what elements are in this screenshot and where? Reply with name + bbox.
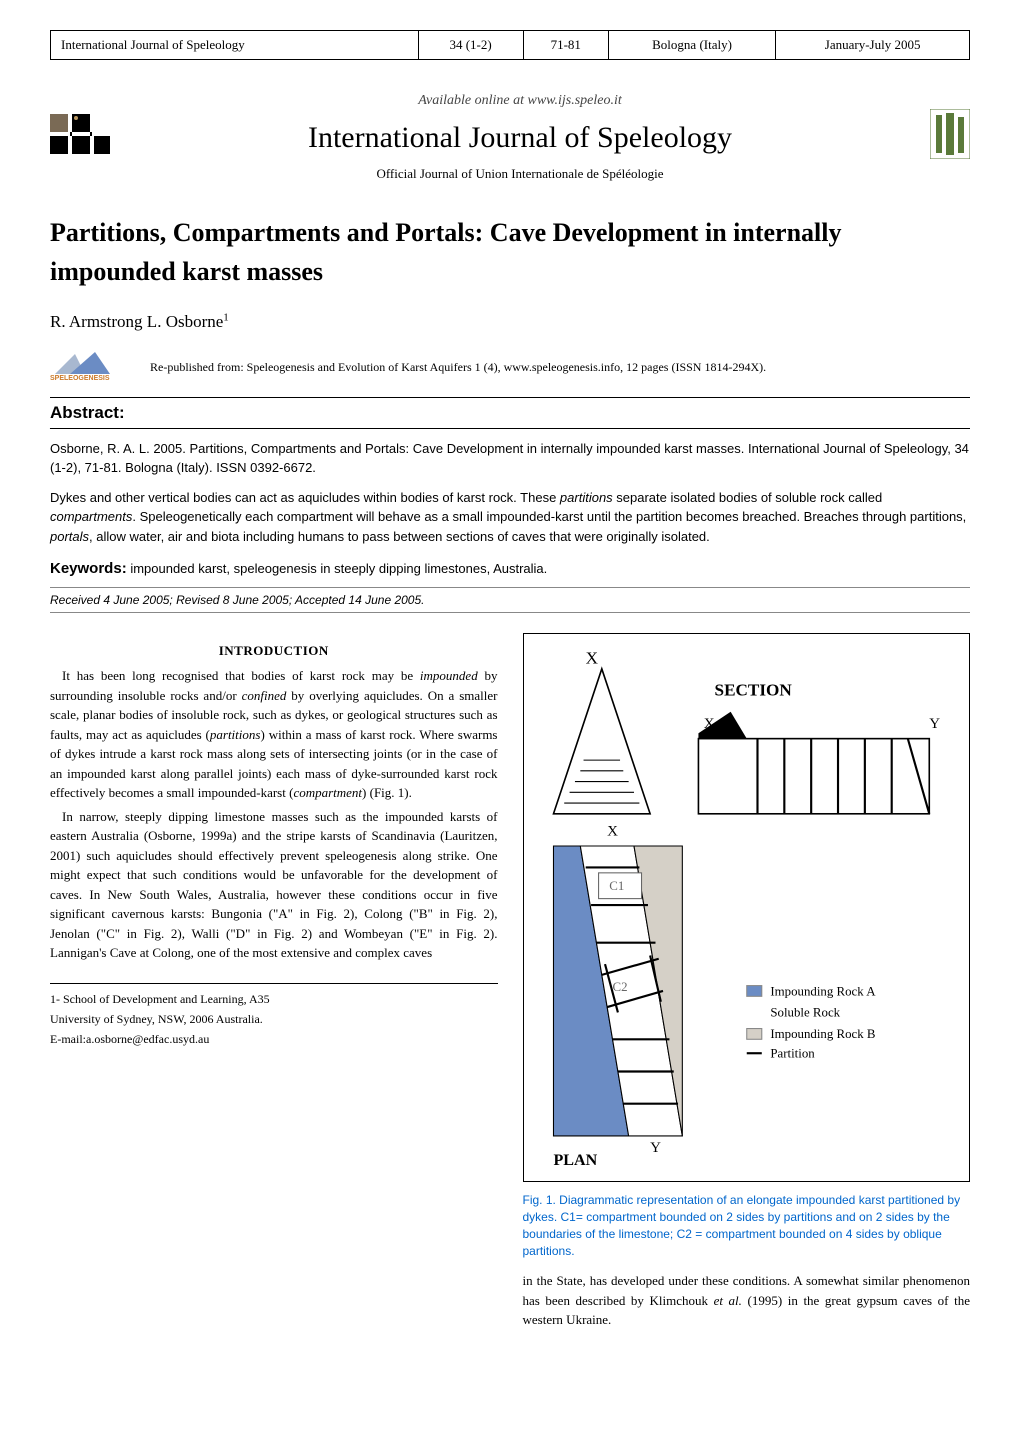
header-vol: 34 (1-2) <box>418 31 523 60</box>
svg-text:Soluble Rock: Soluble Rock <box>770 1005 840 1019</box>
svg-text:SPELEOGENESIS: SPELEOGENESIS <box>50 375 110 380</box>
author-line: R. Armstrong L. Osborne1 <box>50 309 970 335</box>
abstract-citation: Osborne, R. A. L. 2005. Partitions, Comp… <box>50 439 970 478</box>
author-affil-sup: 1 <box>223 311 229 323</box>
received-line: Received 4 June 2005; Revised 8 June 200… <box>50 587 970 613</box>
abstract-heading: Abstract: <box>50 397 970 429</box>
intro-p2: In narrow, steeply dipping limestone mas… <box>50 807 498 963</box>
abstract-body: Osborne, R. A. L. 2005. Partitions, Comp… <box>50 439 970 547</box>
svg-text:X: X <box>607 823 618 839</box>
masthead: Available online at www.ijs.speleo.it In… <box>50 90 970 184</box>
journal-title: International Journal of Speleology <box>130 115 910 160</box>
svg-text:Y: Y <box>929 715 940 731</box>
abstract-text: Dykes and other vertical bodies can act … <box>50 488 970 547</box>
figure-1-caption: Fig. 1. Diagrammatic representation of a… <box>523 1192 971 1259</box>
affiliation-block: 1- School of Development and Learning, A… <box>50 983 498 1048</box>
figure-1: X SECTION X Y <box>523 633 971 1183</box>
affiliation-line-2: University of Sydney, NSW, 2006 Australi… <box>50 1010 498 1028</box>
intro-heading: INTRODUCTION <box>50 641 498 661</box>
uis-logo <box>50 114 110 160</box>
svg-text:X: X <box>585 648 598 667</box>
keywords-line: Keywords: impounded karst, speleogenesis… <box>50 558 970 581</box>
body-columns: INTRODUCTION It has been long recognised… <box>50 633 970 1334</box>
republished-text: Re-published from: Speleogenesis and Evo… <box>150 358 766 376</box>
republished-row: SPELEOGENESIS Re-published from: Speleog… <box>50 350 970 386</box>
affiliation-line-3: E-mail:a.osborne@edfac.usyd.au <box>50 1030 498 1048</box>
header-pages: 71-81 <box>523 31 608 60</box>
svg-text:Impounding Rock B: Impounding Rock B <box>770 1027 875 1041</box>
available-online: Available online at www.ijs.speleo.it <box>130 90 910 111</box>
right-logo <box>930 109 970 165</box>
svg-text:C1: C1 <box>609 879 624 893</box>
keywords-label: Keywords: <box>50 560 127 577</box>
running-header-table: International Journal of Speleology 34 (… <box>50 30 970 60</box>
article-title: Partitions, Compartments and Portals: Ca… <box>50 213 970 291</box>
header-journal: International Journal of Speleology <box>51 31 419 60</box>
intro-p3: in the State, has developed under these … <box>523 1271 971 1330</box>
figure-1-svg: X SECTION X Y <box>532 642 962 1168</box>
svg-text:Y: Y <box>650 1140 661 1156</box>
author-name: R. Armstrong L. Osborne <box>50 312 223 331</box>
header-place: Bologna (Italy) <box>608 31 775 60</box>
journal-subtitle: Official Journal of Union Internationale… <box>130 164 910 184</box>
svg-text:SECTION: SECTION <box>714 680 792 699</box>
intro-p1: It has been long recognised that bodies … <box>50 666 498 803</box>
column-right: X SECTION X Y <box>523 633 971 1334</box>
speleogenesis-logo: SPELEOGENESIS <box>50 350 140 386</box>
svg-text:Partition: Partition <box>770 1046 815 1060</box>
svg-text:PLAN: PLAN <box>553 1151 597 1167</box>
svg-text:Impounding Rock A: Impounding Rock A <box>770 984 876 998</box>
header-date: January-July 2005 <box>776 31 970 60</box>
svg-text:C2: C2 <box>612 979 627 993</box>
column-left: INTRODUCTION It has been long recognised… <box>50 633 498 1334</box>
keywords-text: impounded karst, speleogenesis in steepl… <box>130 561 547 576</box>
affiliation-line-1: 1- School of Development and Learning, A… <box>50 990 498 1008</box>
